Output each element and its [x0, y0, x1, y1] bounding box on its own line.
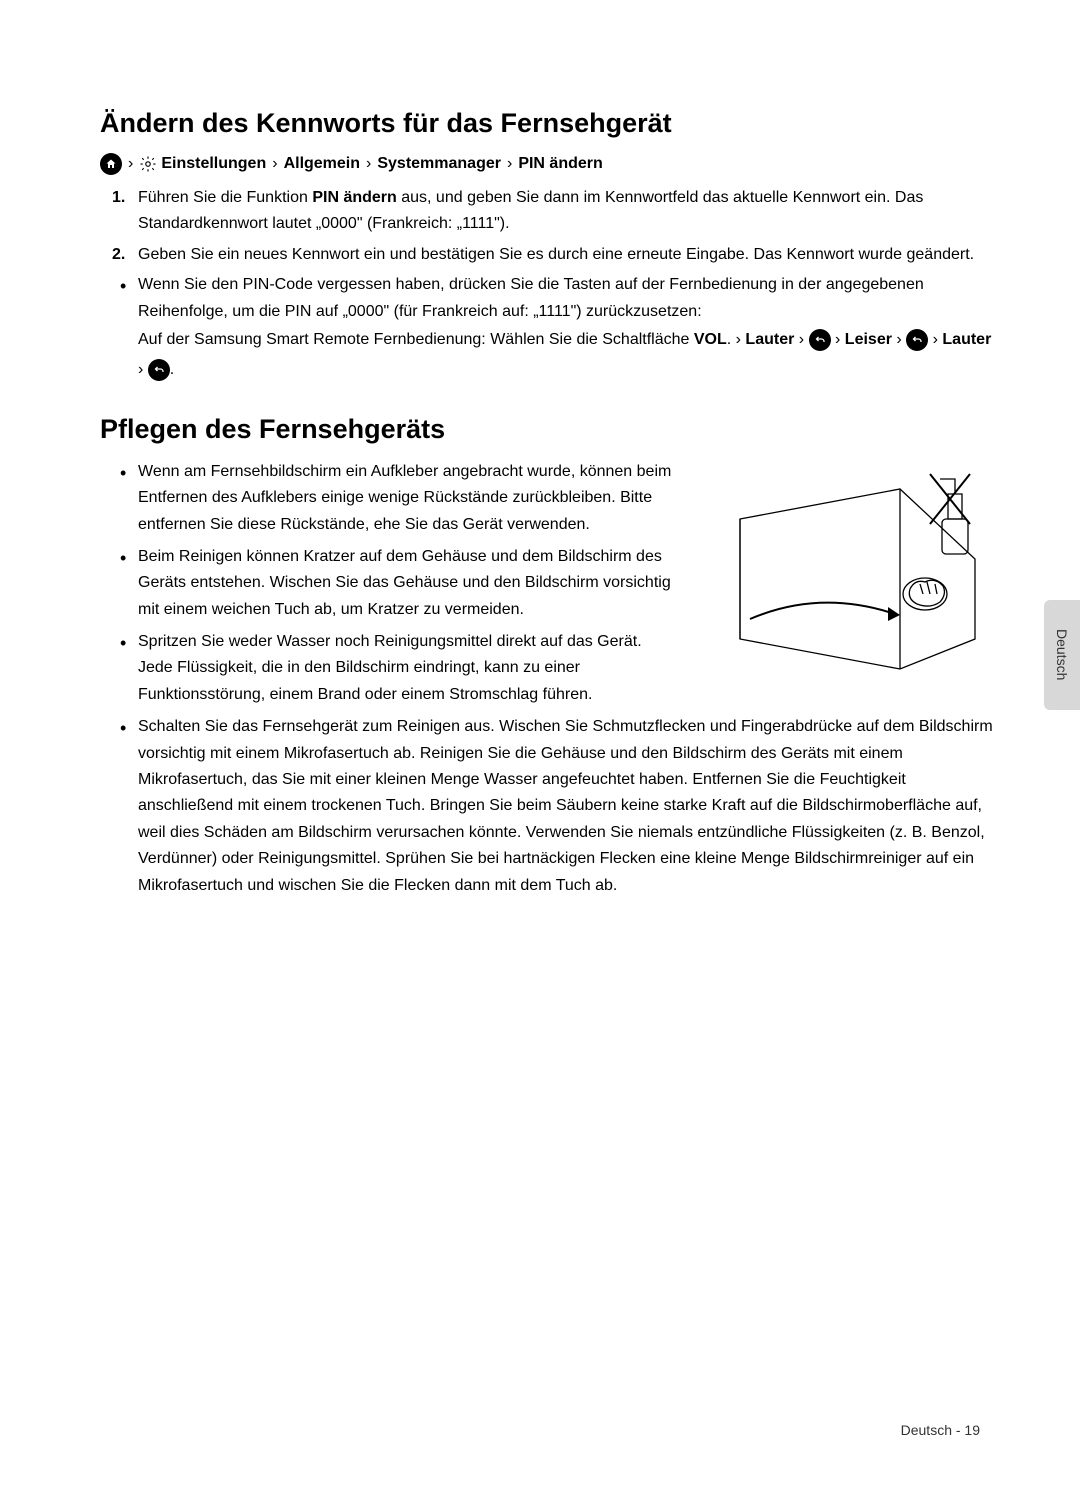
chevron-icon: ›	[736, 331, 741, 348]
list-item: Beim Reinigen können Kratzer auf dem Geh…	[120, 544, 680, 623]
leiser-label: Leiser	[845, 331, 892, 348]
nav-settings: Einstellungen	[161, 155, 266, 173]
chevron-icon: ›	[272, 155, 277, 173]
nav-sysmgr: Systemmanager	[377, 155, 501, 173]
step-text-bold: PIN ändern	[312, 189, 396, 206]
care-bullets-full: Schalten Sie das Fernsehgerät zum Reinig…	[120, 714, 1000, 899]
end-dot: .	[170, 361, 174, 378]
bullet-line1: Wenn Sie den PIN-Code vergessen haben, d…	[138, 276, 924, 319]
side-tab-label: Deutsch	[1054, 629, 1070, 680]
list-item: Schalten Sie das Fernsehgerät zum Reinig…	[120, 714, 1000, 899]
step-text-pre: Geben Sie ein neues Kennwort ein und bes…	[138, 246, 974, 263]
step-1: Führen Sie die Funktion PIN ändern aus, …	[118, 185, 1000, 238]
vol-label: VOL	[694, 331, 727, 348]
chevron-icon: ›	[128, 155, 133, 173]
chevron-icon: ›	[896, 331, 901, 348]
chevron-icon: ›	[799, 331, 804, 348]
heading-tv-care: Pflegen des Fernsehgeräts	[100, 414, 1000, 445]
bullet-line2-pre: Auf der Samsung Smart Remote Fernbedienu…	[138, 331, 694, 348]
list-item: Spritzen Sie weder Wasser noch Reinigung…	[120, 629, 680, 708]
dot: .	[727, 331, 736, 348]
chevron-icon: ›	[933, 331, 938, 348]
nav-changepin: PIN ändern	[518, 155, 602, 173]
home-icon	[100, 153, 122, 175]
step-2: Geben Sie ein neues Kennwort ein und bes…	[118, 242, 1000, 268]
chevron-icon: ›	[366, 155, 371, 173]
gear-icon	[139, 155, 157, 173]
settings-nav-path: › Einstellungen › Allgemein › Systemmana…	[100, 153, 1000, 175]
step-text-pre: Führen Sie die Funktion	[138, 189, 312, 206]
lauter-label: Lauter	[942, 331, 991, 348]
numbered-steps: Führen Sie die Funktion PIN ändern aus, …	[118, 185, 1000, 268]
chevron-icon: ›	[138, 361, 143, 378]
lauter-label: Lauter	[745, 331, 794, 348]
page-footer: Deutsch - 19	[901, 1422, 980, 1438]
language-side-tab: Deutsch	[1044, 600, 1080, 710]
pin-reset-bullet: Wenn Sie den PIN-Code vergessen haben, d…	[120, 272, 1000, 386]
heading-change-password: Ändern des Kennworts für das Fernsehgerä…	[100, 108, 1000, 139]
nav-general: Allgemein	[284, 155, 360, 173]
return-icon	[809, 329, 831, 351]
chevron-icon: ›	[507, 155, 512, 173]
list-item: Wenn am Fernsehbildschirm ein Aufkleber …	[120, 459, 680, 538]
return-icon	[148, 359, 170, 381]
chevron-icon: ›	[835, 331, 840, 348]
cleaning-illustration	[700, 459, 1000, 679]
care-bullets-narrow: Wenn am Fernsehbildschirm ein Aufkleber …	[120, 459, 680, 709]
return-icon	[906, 329, 928, 351]
list-item: Wenn Sie den PIN-Code vergessen haben, d…	[120, 272, 1000, 386]
